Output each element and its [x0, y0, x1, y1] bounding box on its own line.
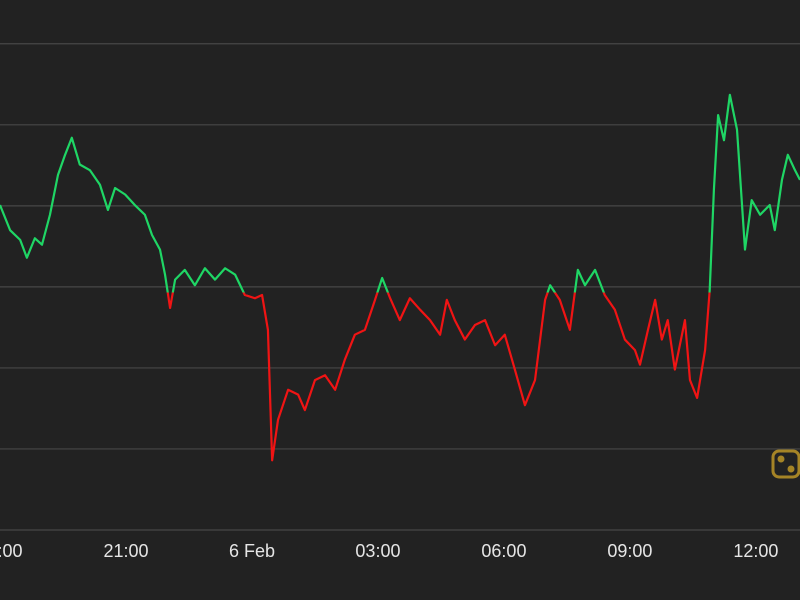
x-tick-label: 12:00: [733, 541, 778, 561]
x-tick-label: 6 Feb: [229, 541, 275, 561]
x-tick-label: 09:00: [607, 541, 652, 561]
x-tick-label: 18:00: [0, 541, 23, 561]
logo-dot: [777, 455, 785, 463]
price-line-above: [0, 93, 800, 293]
x-tick-label: 03:00: [355, 541, 400, 561]
x-tick-label: 21:00: [103, 541, 148, 561]
logo-dot: [787, 465, 795, 473]
price-line-below: [166, 292, 711, 462]
watermark-logo: [771, 449, 800, 479]
logo-frame: [771, 449, 800, 479]
x-tick-label: 06:00: [481, 541, 526, 561]
